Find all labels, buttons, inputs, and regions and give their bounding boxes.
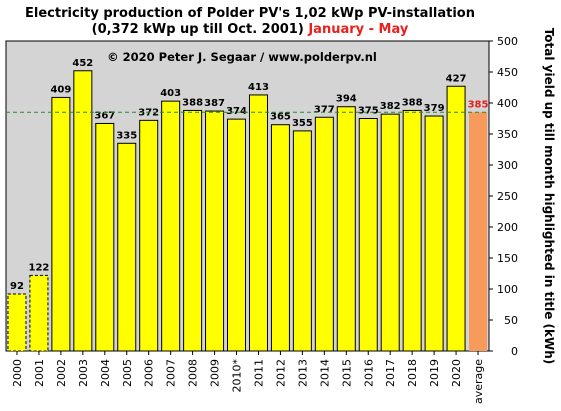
bars-group xyxy=(7,70,488,352)
bar-value-label: 409 xyxy=(50,84,71,95)
y-tick-label: 50 xyxy=(504,314,518,327)
bar-2019 xyxy=(424,115,444,352)
x-tick-label: 2015 xyxy=(340,359,353,387)
bar-2020 xyxy=(446,85,466,352)
bar-value-label: 92 xyxy=(10,281,24,292)
bar-2014 xyxy=(314,116,334,352)
x-tick-label: 2004 xyxy=(99,359,112,387)
bar-value-label: 452 xyxy=(72,58,93,69)
bar-2018 xyxy=(402,109,422,352)
bar-2005 xyxy=(117,142,137,352)
bar-value-label: 335 xyxy=(116,130,137,141)
bar-value-label: 385 xyxy=(468,99,489,110)
x-tick-label: 2013 xyxy=(296,359,309,387)
bar-2017 xyxy=(380,113,400,352)
bar-value-label: 387 xyxy=(204,98,225,109)
bar-value-label: 427 xyxy=(446,73,467,84)
bar-2013 xyxy=(292,130,312,352)
bar-value-label: 367 xyxy=(94,110,115,121)
x-tick-label: average xyxy=(472,359,485,404)
x-tick-label: 2000 xyxy=(11,359,24,387)
bar-2000 xyxy=(7,293,27,352)
bar-value-label: 403 xyxy=(160,88,181,99)
y-tick-label: 250 xyxy=(497,190,518,203)
chart-title-line1: Electricity production of Polder PV's 1,… xyxy=(25,6,475,21)
y-tick-label: 0 xyxy=(511,345,518,358)
x-tick-label: 2016 xyxy=(362,359,375,387)
bar-2009 xyxy=(205,110,225,352)
chart-title-line2-main: (0,372 kWp up till Oct. 2001) xyxy=(92,22,309,37)
y-tick-label: 150 xyxy=(497,252,518,265)
y-axis: 0 50 100 150 200 250 300 350 400 450 500 xyxy=(489,35,518,358)
bar-2008 xyxy=(183,109,203,352)
bar-value-label: 122 xyxy=(28,262,49,273)
y-tick-label: 450 xyxy=(497,66,518,79)
bar-value-label: 365 xyxy=(270,112,291,123)
bar-value-label: 382 xyxy=(380,101,401,112)
bar-value-label: 377 xyxy=(314,104,335,115)
x-tick-label: 2009 xyxy=(209,359,222,387)
bar-average xyxy=(469,112,488,351)
bar-2012 xyxy=(270,124,290,352)
x-tick-label: 2018 xyxy=(406,359,419,387)
bar-value-label: 375 xyxy=(358,106,379,117)
bar-value-label: 355 xyxy=(292,118,313,129)
bar-2007 xyxy=(161,100,181,352)
bar-2016 xyxy=(358,118,378,352)
y-tick-label: 100 xyxy=(497,283,518,296)
bar-2006 xyxy=(139,119,159,352)
chart-title-highlight: January - May xyxy=(307,22,409,37)
x-tick-label: 2006 xyxy=(143,359,156,387)
copyright-text: © 2020 Peter J. Segaar / www.polderpv.nl xyxy=(107,50,377,64)
x-tick-label: 2010* xyxy=(231,359,244,393)
y-tick-label: 400 xyxy=(497,97,518,110)
x-tick-label: 2003 xyxy=(77,359,90,387)
x-tick-label: 2019 xyxy=(428,359,441,387)
bar-value-label: 413 xyxy=(248,82,269,93)
x-tick-label: 2014 xyxy=(318,359,331,387)
y-tick-label: 200 xyxy=(497,221,518,234)
bar-2011 xyxy=(248,94,268,352)
bar-2001 xyxy=(29,274,49,352)
chart-title-line2: (0,372 kWp up till Oct. 2001) January - … xyxy=(92,22,409,37)
x-tick-label: 2001 xyxy=(33,359,46,387)
x-tick-label: 2012 xyxy=(274,359,287,387)
bar-value-label: 394 xyxy=(336,94,357,105)
x-tick-label: 2020 xyxy=(450,359,463,387)
bar-value-label: 379 xyxy=(424,103,445,114)
y-tick-label: 350 xyxy=(497,128,518,141)
x-tick-label: 2011 xyxy=(252,359,265,387)
x-tick-label: 2008 xyxy=(187,359,200,387)
x-axis: 2000 2001 2002 2003 2004 2005 2006 2007 2008 2009… xyxy=(11,351,485,404)
x-tick-label: 2005 xyxy=(121,359,134,387)
bar-2015 xyxy=(336,106,356,352)
x-tick-label: 2002 xyxy=(55,359,68,387)
bar-value-label: 372 xyxy=(138,107,159,118)
x-tick-label: 2017 xyxy=(384,359,397,387)
x-tick-label: 2007 xyxy=(165,359,178,387)
bar-value-label: 388 xyxy=(402,97,423,108)
y-tick-label: 500 xyxy=(497,35,518,48)
y-axis-label: Total yield up till month highlighted in… xyxy=(542,28,556,365)
bar-value-label: 388 xyxy=(182,97,203,108)
bar-2010-star xyxy=(227,118,247,352)
y-tick-label: 300 xyxy=(497,159,518,172)
bar-2004 xyxy=(95,122,115,352)
bar-2002 xyxy=(51,96,71,352)
bar-value-label: 374 xyxy=(226,106,247,117)
